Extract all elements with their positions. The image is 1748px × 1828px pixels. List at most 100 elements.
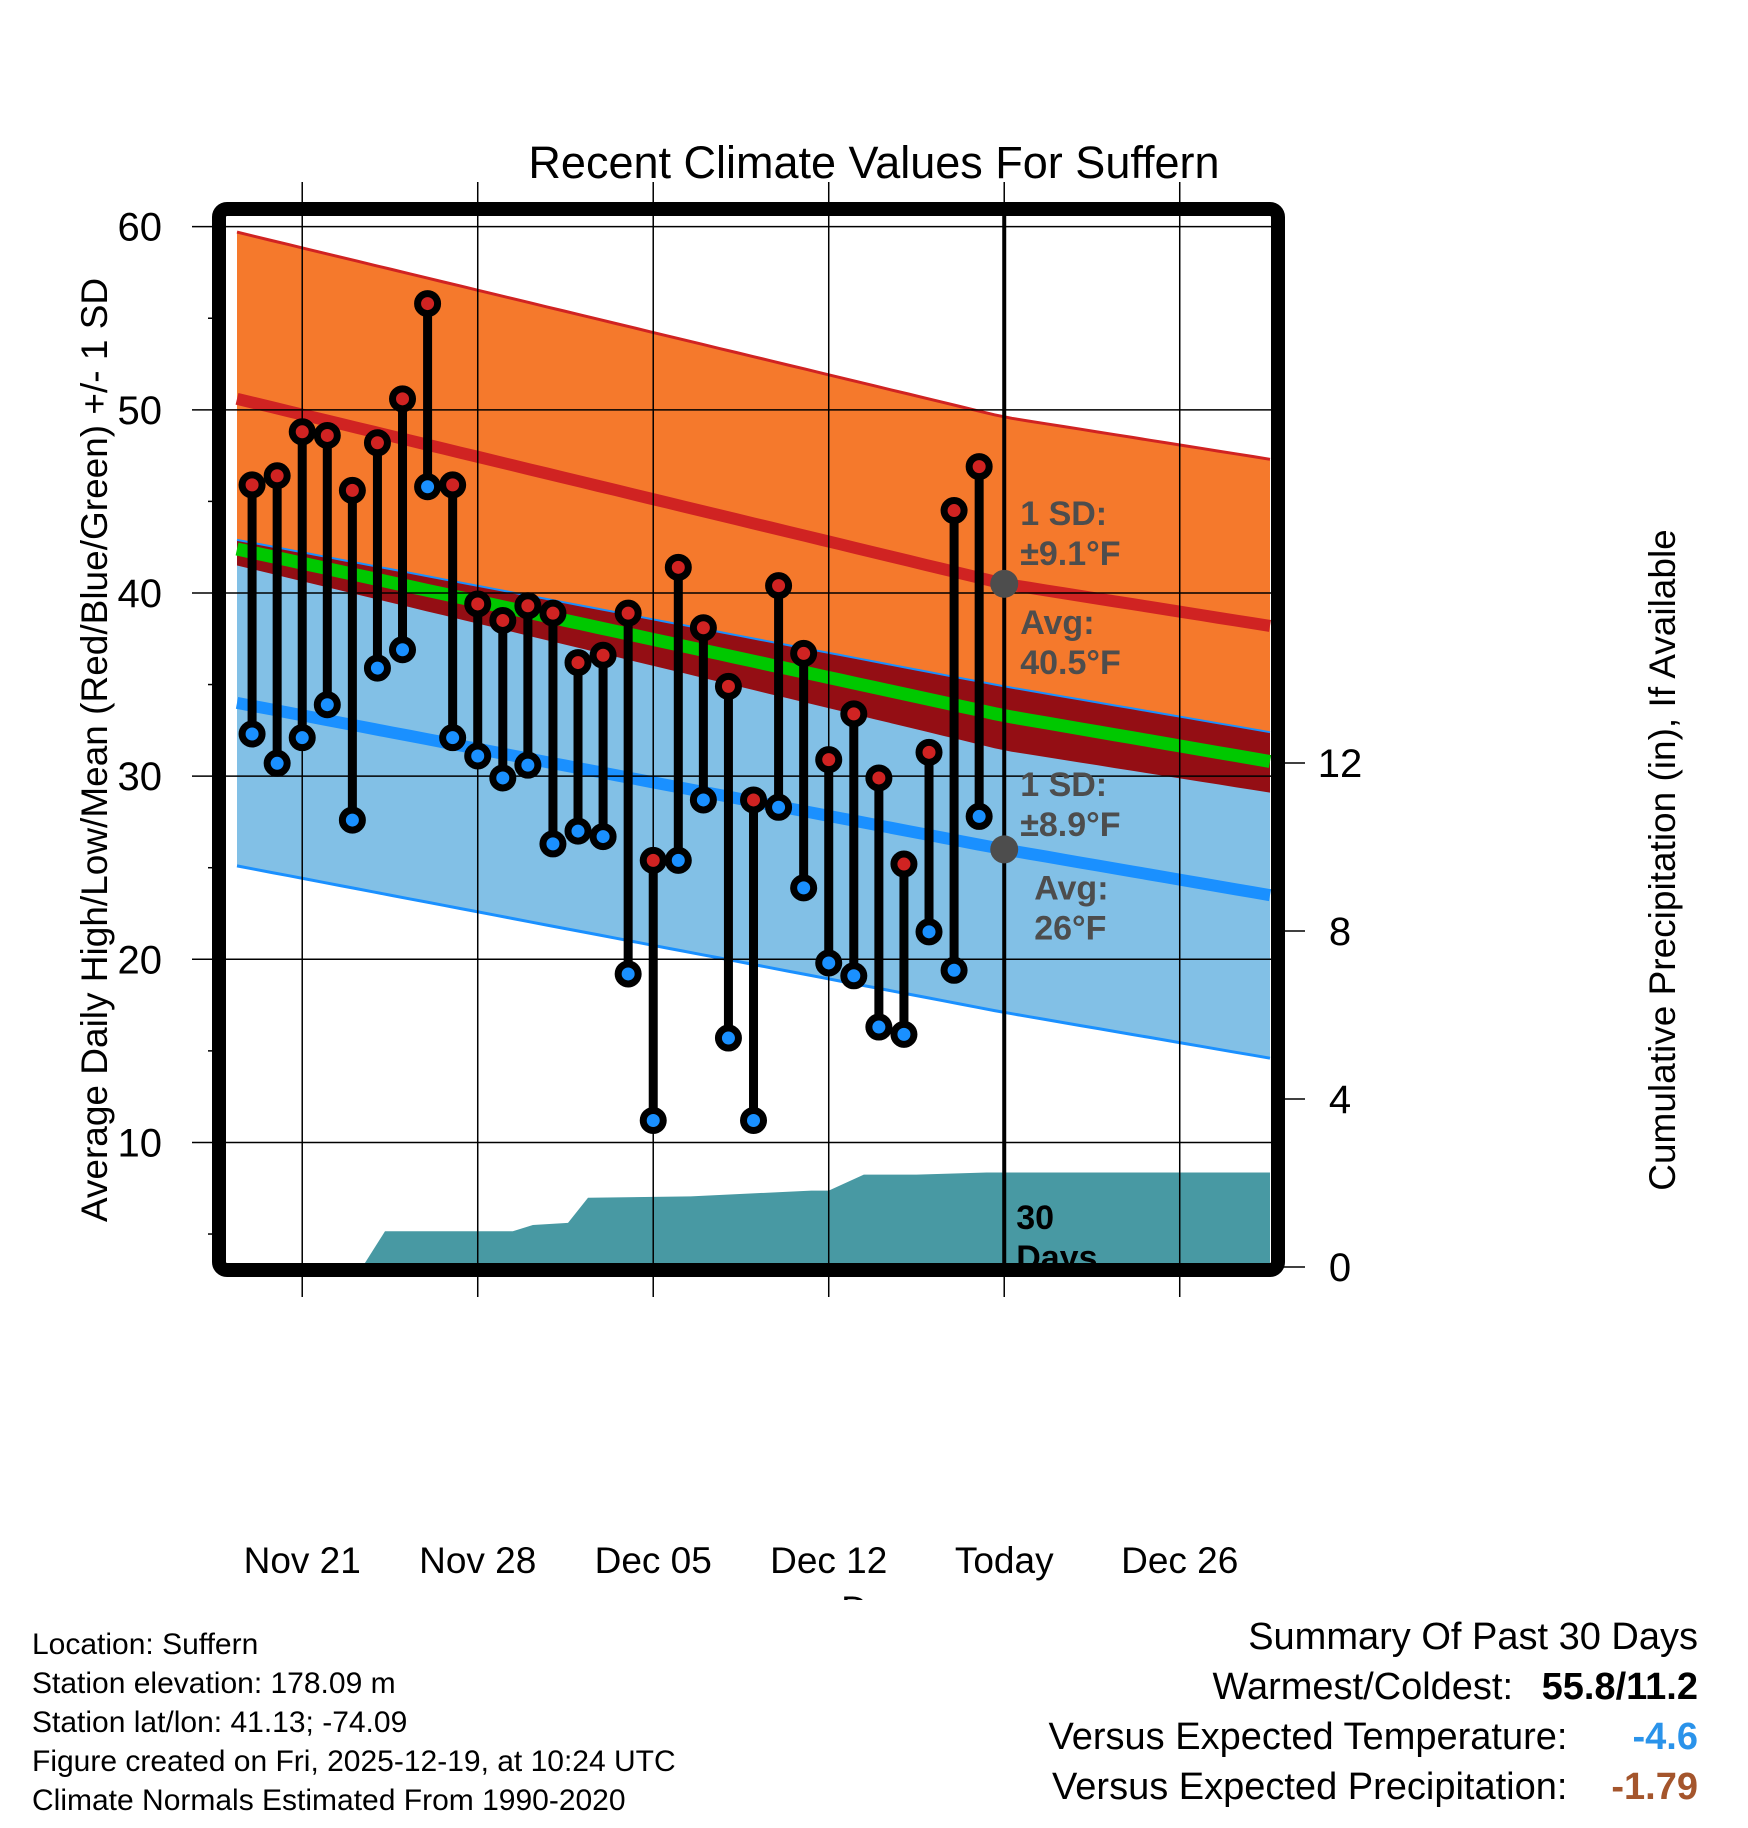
obs-high-point xyxy=(464,590,492,618)
annotation-low-avg-line2: 26°F xyxy=(1034,909,1106,947)
x-tick-label: Nov 28 xyxy=(419,1540,536,1581)
obs-high-point xyxy=(915,738,943,766)
annotation-high-avg-line2: 40.5°F xyxy=(1020,644,1121,682)
obs-low-point xyxy=(740,1106,768,1134)
obs-low-point xyxy=(790,874,818,902)
y-axis-label: Average Daily High/Low/Mean (Red/Blue/Gr… xyxy=(74,278,115,1222)
obs-low-point xyxy=(564,817,592,845)
obs-high-point xyxy=(313,421,341,449)
temp-anomaly-row: Versus Expected Temperature: -4.6 xyxy=(1049,1712,1698,1762)
obs-high-point xyxy=(489,606,517,634)
created-text: Figure created on Fri, 2025-12-19, at 10… xyxy=(32,1745,676,1778)
x-tick-label: Dec 12 xyxy=(770,1540,887,1581)
x-tick-label: Nov 21 xyxy=(244,1540,361,1581)
obs-low-point xyxy=(439,724,467,752)
obs-high-point xyxy=(539,599,567,627)
y-tick-label: 30 xyxy=(118,755,163,799)
temp-anomaly-label: Versus Expected Temperature: xyxy=(1048,1716,1568,1758)
obs-high-point xyxy=(589,641,617,669)
station-info: Location: Suffern Station elevation: 178… xyxy=(32,1625,676,1820)
obs-low-point xyxy=(338,806,366,834)
obs-high-point xyxy=(865,764,893,792)
obs-high-point xyxy=(389,385,417,413)
normals-text: Climate Normals Estimated From 1990-2020 xyxy=(32,1784,626,1817)
x-tick-label: Today xyxy=(955,1540,1054,1581)
obs-low-point xyxy=(313,691,341,719)
obs-low-point xyxy=(714,1024,742,1052)
obs-low-point xyxy=(389,636,417,664)
obs-low-point xyxy=(940,956,968,984)
annotation-high-sd-line2: ±9.1°F xyxy=(1020,535,1120,573)
obs-low-point xyxy=(614,960,642,988)
obs-low-point xyxy=(664,846,692,874)
y2-axis-label: Cumulative Precipitation (in), If Availa… xyxy=(1642,529,1683,1191)
obs-high-point xyxy=(288,418,316,446)
obs-low-point xyxy=(464,742,492,770)
chart-title: Recent Climate Values For Suffern xyxy=(528,137,1219,188)
y2-tick-label: 8 xyxy=(1329,910,1351,954)
obs-high-point xyxy=(564,649,592,677)
latlon-text: Station lat/lon: 41.13; -74.09 xyxy=(32,1706,408,1739)
obs-high-point xyxy=(414,290,442,318)
mean-normal-line xyxy=(235,542,1272,768)
x-tick-label: Dec 26 xyxy=(1121,1540,1238,1581)
x-axis-label: Day xyxy=(841,1589,907,1600)
y2-tick-label: 4 xyxy=(1329,1078,1351,1122)
obs-low-point xyxy=(363,654,391,682)
obs-low-point xyxy=(489,764,517,792)
obs-high-point xyxy=(714,672,742,700)
low-sd-upper-line xyxy=(236,538,1271,734)
location-text: Location: Suffern xyxy=(32,1628,259,1661)
obs-high-point xyxy=(815,746,843,774)
today-low-avg-marker xyxy=(990,835,1019,864)
annotation-low-avg-line1: Avg: xyxy=(1034,869,1108,907)
plot-frame xyxy=(212,202,1285,1277)
obs-low-point xyxy=(589,823,617,851)
precip-anomaly-label: Versus Expected Precipitation: xyxy=(1052,1766,1568,1808)
obs-low-point xyxy=(539,830,567,858)
obs-high-point xyxy=(790,639,818,667)
obs-high-point xyxy=(965,453,993,481)
obs-low-point xyxy=(263,749,291,777)
obs-high-point xyxy=(840,700,868,728)
obs-low-point xyxy=(238,720,266,748)
y-tick-label: 50 xyxy=(118,389,163,433)
obs-high-point xyxy=(263,462,291,490)
annotation-high-sd-line1: 1 SD: xyxy=(1020,495,1107,533)
annotation-low-sd-line1: 1 SD: xyxy=(1020,766,1107,804)
obs-high-point xyxy=(940,497,968,525)
y2-tick-label: 12 xyxy=(1318,742,1363,786)
y-tick-label: 60 xyxy=(118,206,163,250)
obs-high-point xyxy=(338,476,366,504)
x-tick-label: Dec 05 xyxy=(595,1540,712,1581)
warmest-coldest-value: 55.8/11.2 xyxy=(1541,1666,1698,1708)
obs-low-point xyxy=(514,751,542,779)
y-tick-label: 20 xyxy=(118,938,163,982)
obs-high-point xyxy=(689,614,717,642)
high-normal-line xyxy=(235,392,1271,632)
obs-low-point xyxy=(815,949,843,977)
obs-low-point xyxy=(915,918,943,946)
obs-low-point xyxy=(689,786,717,814)
obs-low-point xyxy=(890,1020,918,1048)
obs-high-point xyxy=(363,429,391,457)
obs-high-point xyxy=(514,592,542,620)
obs-high-point xyxy=(639,846,667,874)
obs-high-point xyxy=(765,572,793,600)
obs-low-point xyxy=(288,724,316,752)
precip-anomaly-value: -1.79 xyxy=(1611,1766,1698,1808)
warmest-coldest-label: Warmest/Coldest: xyxy=(1212,1666,1514,1708)
summary-title: Summary Of Past 30 Days xyxy=(1248,1616,1698,1658)
obs-low-point xyxy=(765,793,793,821)
obs-high-point xyxy=(740,786,768,814)
warmest-coldest-row: Warmest/Coldest: 55.8/11.2 xyxy=(1049,1662,1698,1712)
annotation-precip-line1: 30 xyxy=(1016,1199,1054,1237)
y-tick-label: 40 xyxy=(118,572,163,616)
obs-high-point xyxy=(439,471,467,499)
precip-anomaly-row: Versus Expected Precipitation: -1.79 xyxy=(1049,1762,1698,1812)
today-high-avg-marker xyxy=(990,569,1019,598)
obs-high-point xyxy=(664,553,692,581)
elevation-text: Station elevation: 178.09 m xyxy=(32,1667,396,1700)
obs-low-point xyxy=(840,962,868,990)
